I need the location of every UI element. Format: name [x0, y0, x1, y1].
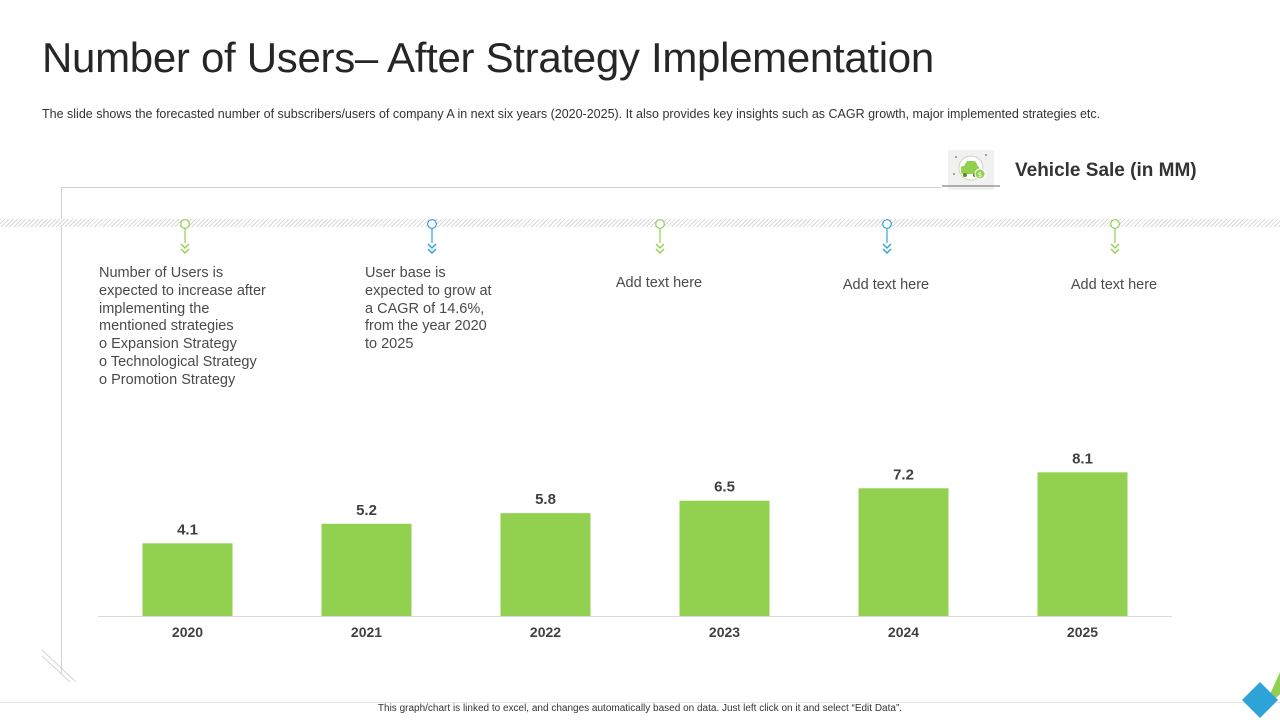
- bar-2022[interactable]: [500, 513, 591, 616]
- timeline-marker-4: [882, 219, 892, 254]
- note-2-line: a CAGR of 14.6%,: [365, 300, 485, 317]
- data-label-2023: 6.5: [714, 479, 735, 496]
- x-tick-label-2025: 2025: [1067, 624, 1098, 640]
- corner-accent: [1242, 672, 1280, 718]
- timeline-band: [0, 219, 1280, 227]
- bar-2025[interactable]: [1037, 472, 1128, 616]
- note-2: User base is expected to grow at a CAGR …: [365, 265, 492, 354]
- timeline-marker-1: [180, 219, 190, 254]
- note-1: Number of Users is expected to increase …: [99, 265, 266, 390]
- data-label-2024: 7.2: [893, 466, 914, 483]
- note-1-bullet: o Promotion Strategy: [99, 371, 236, 388]
- note-2-line: to 2025: [365, 336, 414, 353]
- chart-legend: $ Vehicle Sale (in MM): [942, 148, 1197, 194]
- data-label-2022: 5.8: [535, 491, 556, 508]
- x-tick-label-2020: 2020: [172, 624, 203, 640]
- bar-2024[interactable]: [858, 488, 949, 616]
- data-label-2025: 8.1: [1072, 450, 1093, 467]
- page-title: Number of Users– After Strategy Implemen…: [42, 34, 934, 81]
- bar-2020[interactable]: [142, 543, 233, 616]
- note-2-line: expected to grow at: [365, 282, 492, 299]
- footer-divider: [0, 702, 1280, 703]
- note-2-line: User base is: [365, 265, 446, 281]
- x-tick-label-2024: 2024: [888, 624, 919, 640]
- page-subtitle: The slide shows the forecasted number of…: [42, 107, 1101, 121]
- x-tick-label-2023: 2023: [709, 624, 740, 640]
- timeline-marker-5: [1110, 219, 1120, 254]
- frame-line-vertical: [61, 187, 62, 674]
- timeline-marker-3: [655, 219, 665, 254]
- note-5-line: Add text here: [1070, 277, 1158, 293]
- data-label-2021: 5.2: [356, 502, 377, 519]
- note-4: Add text here: [796, 277, 976, 295]
- x-tick-label-2021: 2021: [351, 624, 382, 640]
- note-1-line: expected to increase after: [99, 282, 266, 299]
- x-tick-label-2022: 2022: [530, 624, 561, 640]
- footer-note: This graph/chart is linked to excel, and…: [377, 703, 903, 714]
- note-3: Add text here: [569, 275, 749, 293]
- car-money-icon: $: [942, 148, 1000, 194]
- note-3-line: Add text here: [615, 275, 703, 291]
- note-1-line: implementing the: [99, 300, 210, 317]
- note-4-line: Add text here: [842, 277, 930, 293]
- bar-2021[interactable]: [321, 523, 412, 616]
- note-2-line: from the year 2020: [365, 318, 487, 335]
- bar-2023[interactable]: [679, 500, 770, 616]
- frame-line-horizontal: [61, 187, 941, 188]
- note-1-line: Number of Users is: [99, 265, 224, 281]
- note-1-bullet: o Technological Strategy: [99, 353, 257, 370]
- data-label-2020: 4.1: [177, 521, 198, 538]
- note-1-bullet: o Expansion Strategy: [99, 336, 237, 353]
- corner-decoration: [41, 649, 77, 683]
- note-1-line: mentioned strategies: [99, 318, 234, 335]
- timeline-marker-2: [427, 219, 437, 254]
- note-5: Add text here: [1024, 277, 1204, 295]
- legend-label: Vehicle Sale (in MM): [1015, 160, 1197, 181]
- svg-text:$: $: [978, 171, 982, 179]
